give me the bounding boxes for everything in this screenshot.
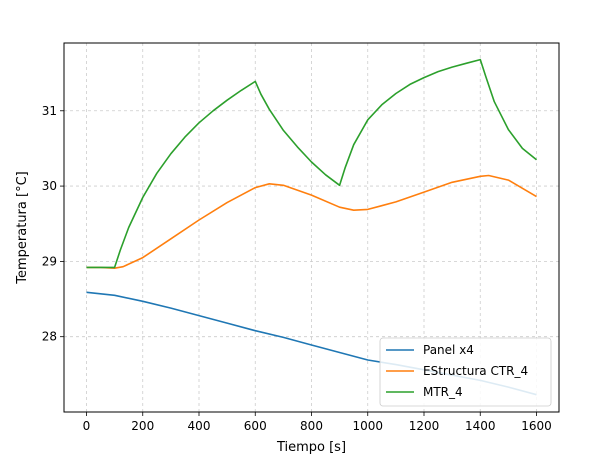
series-line-3 (86, 58, 538, 269)
x-tick-label: 1400 (465, 419, 496, 433)
y-axis-label: Temperatura [°C] (15, 171, 30, 284)
x-tick-label: 600 (244, 419, 267, 433)
x-axis: 0 200 400 600 800 1000 1200 1400 1600 (83, 412, 552, 433)
x-tick-label: 1000 (352, 419, 383, 433)
legend: Panel x4 EStructura CTR_4 MTR_4 (379, 337, 552, 407)
series-line-2 (86, 174, 537, 270)
x-tick-label: 400 (188, 419, 211, 433)
x-tick-label: 200 (131, 419, 154, 433)
x-tick-label: 800 (300, 419, 323, 433)
x-tick-label: 0 (83, 419, 91, 433)
x-axis-label: Tiempo [s] (276, 440, 346, 455)
y-axis: 28 29 30 31 (42, 104, 64, 344)
legend-label: Panel x4 (423, 343, 474, 357)
y-tick-label: 28 (42, 330, 57, 344)
y-tick-label: 29 (42, 254, 57, 268)
x-tick-label: 1200 (409, 419, 440, 433)
legend-label: MTR_4 (423, 385, 463, 399)
legend-label: EStructura CTR_4 (423, 364, 528, 378)
y-tick-label: 31 (42, 104, 57, 118)
x-tick-label: 1600 (521, 419, 552, 433)
y-tick-label: 30 (42, 179, 57, 193)
legend-box (379, 337, 552, 407)
